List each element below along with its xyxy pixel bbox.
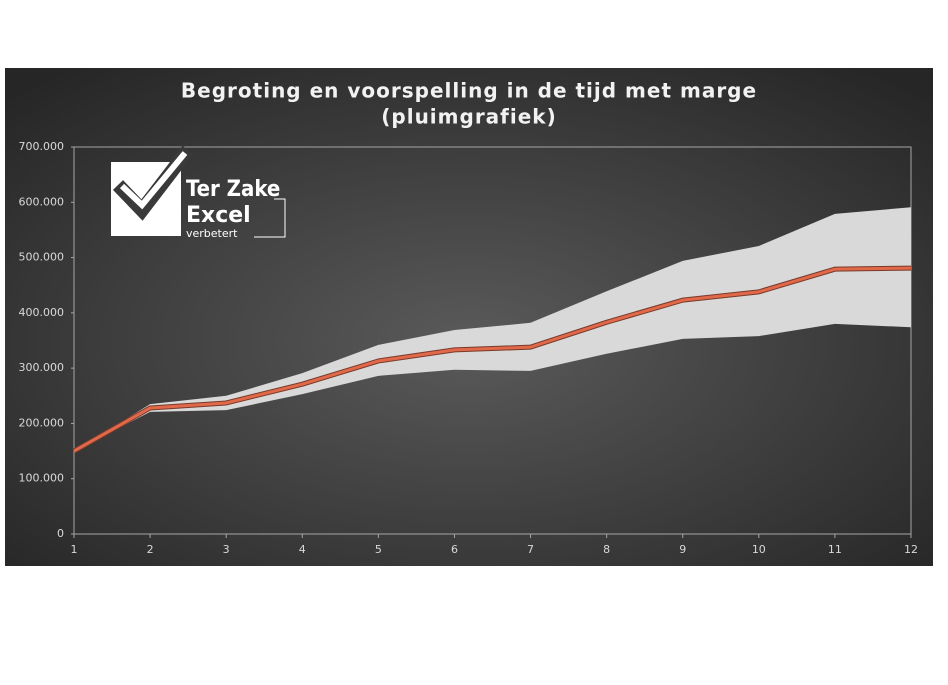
y-tick-label: 300.000	[19, 361, 65, 374]
logo-text: verbetert	[186, 227, 238, 240]
chart-title: Begroting en voorspelling in de tijd met…	[181, 79, 757, 103]
x-tick-label: 7	[527, 543, 534, 556]
x-tick-label: 10	[752, 543, 766, 556]
x-tick-label: 2	[147, 543, 154, 556]
plot-border	[73, 146, 912, 535]
y-tick-label: 100.000	[19, 472, 65, 485]
logo-check	[119, 151, 188, 210]
y-tick-label: 0	[57, 527, 64, 540]
logo-bracket	[254, 198, 286, 238]
x-tick-label: 12	[904, 543, 918, 556]
x-tick-label: 6	[451, 543, 458, 556]
x-tick-label: 11	[828, 543, 842, 556]
x-tick-label: 4	[299, 543, 306, 556]
logo-text: Ter Zake	[186, 177, 280, 202]
y-tick-label: 700.000	[19, 140, 65, 153]
y-tick-label: 200.000	[19, 416, 65, 429]
x-tick-label: 3	[223, 543, 230, 556]
chart-title: (pluimgrafiek)	[381, 105, 556, 129]
y-tick-label: 500.000	[19, 251, 65, 264]
x-tick-label: 9	[679, 543, 686, 556]
forecast-line	[73, 266, 912, 453]
logo-text: Excel	[186, 203, 251, 228]
x-tick-label: 8	[603, 543, 610, 556]
logo: Ter Zake Excel verbetert	[111, 145, 286, 240]
x-tick-label: 5	[375, 543, 382, 556]
y-tick-label: 400.000	[19, 306, 65, 319]
y-tick-label: 600.000	[19, 195, 65, 208]
x-tick-label: 1	[71, 543, 78, 556]
